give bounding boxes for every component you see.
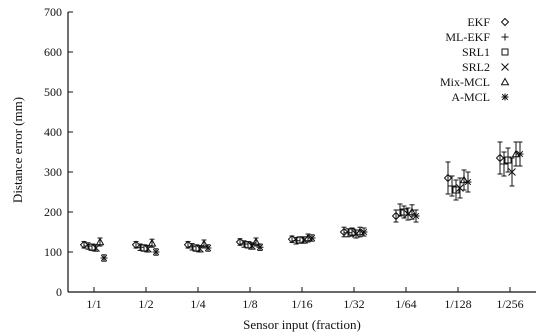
data-point bbox=[344, 229, 352, 237]
x-tick-label: 1/64 bbox=[395, 297, 416, 311]
y-tick-label: 300 bbox=[44, 165, 62, 179]
data-point bbox=[508, 168, 516, 176]
x-tick-label: 1/4 bbox=[190, 297, 205, 311]
data-point bbox=[504, 156, 512, 164]
legend-marker bbox=[501, 48, 509, 56]
data-point bbox=[400, 208, 408, 216]
x-axis-title: Sensor input (fraction) bbox=[243, 317, 361, 332]
x-tick-label: 1/256 bbox=[496, 297, 523, 311]
data-point bbox=[136, 243, 144, 251]
series-srl1 bbox=[88, 147, 512, 252]
data-point bbox=[100, 254, 108, 262]
series-ekf bbox=[79, 141, 505, 250]
y-tick-label: 200 bbox=[44, 205, 62, 219]
legend-marker bbox=[500, 17, 510, 27]
data-point bbox=[348, 228, 356, 236]
y-tick-label: 600 bbox=[44, 45, 62, 59]
data-point bbox=[308, 234, 316, 242]
legend-marker bbox=[501, 63, 509, 71]
x-tick-label: 1/8 bbox=[242, 297, 257, 311]
x-tick-label: 1/128 bbox=[444, 297, 471, 311]
series-a-mcl bbox=[100, 141, 524, 262]
data-point bbox=[412, 212, 420, 220]
data-point bbox=[147, 238, 157, 247]
data-point bbox=[464, 178, 472, 186]
x-tick-label: 1/32 bbox=[343, 297, 364, 311]
data-point bbox=[199, 239, 209, 248]
data-point bbox=[296, 236, 304, 244]
series-srl2 bbox=[92, 157, 516, 253]
data-point bbox=[391, 211, 401, 221]
y-tick-label: 700 bbox=[44, 5, 62, 19]
data-point bbox=[251, 237, 261, 246]
data-point bbox=[452, 186, 460, 194]
data-point bbox=[240, 240, 248, 248]
x-tick-label: 1/1 bbox=[86, 297, 101, 311]
legend-marker bbox=[500, 77, 510, 86]
y-tick-label: 100 bbox=[44, 245, 62, 259]
data-point bbox=[256, 243, 264, 251]
data-point bbox=[448, 182, 456, 190]
data-point bbox=[396, 206, 404, 214]
data-point bbox=[495, 153, 505, 163]
legend-label: ML-EKF bbox=[445, 30, 490, 44]
data-point bbox=[188, 243, 196, 251]
x-tick-label: 1/2 bbox=[138, 297, 153, 311]
legend-label: SRL2 bbox=[462, 60, 490, 74]
series-ml-ekf bbox=[84, 151, 508, 251]
data-point bbox=[360, 228, 368, 236]
axis-ticks: 0 100 200 300 400 500 600 700 1/1 1/2 1/4 1/8 1/16 1/… bbox=[44, 5, 524, 311]
data-point bbox=[84, 242, 92, 250]
data-point bbox=[339, 227, 349, 237]
legend-marker bbox=[501, 93, 509, 101]
data-point bbox=[248, 242, 256, 250]
data-point bbox=[516, 150, 524, 158]
data-point bbox=[407, 207, 417, 216]
data-point bbox=[152, 248, 160, 256]
data-point bbox=[292, 237, 300, 245]
data-point bbox=[443, 173, 453, 183]
data-point bbox=[79, 240, 89, 250]
y-tick-label: 400 bbox=[44, 125, 62, 139]
y-tick-label: 500 bbox=[44, 85, 62, 99]
data-point bbox=[95, 237, 105, 246]
y-tick-label: 0 bbox=[56, 285, 62, 299]
legend-label: SRL1 bbox=[462, 45, 490, 59]
y-axis-title: Distance error (mm) bbox=[10, 97, 25, 203]
legend-label: EKF bbox=[467, 15, 490, 29]
legend-label: Mix-MCL bbox=[440, 75, 490, 89]
data-point bbox=[500, 160, 508, 168]
legend-label: A-MCL bbox=[451, 90, 490, 104]
legend-marker bbox=[501, 33, 509, 41]
data-point bbox=[204, 244, 212, 252]
data-marks bbox=[79, 141, 524, 262]
x-tick-label: 1/16 bbox=[291, 297, 312, 311]
